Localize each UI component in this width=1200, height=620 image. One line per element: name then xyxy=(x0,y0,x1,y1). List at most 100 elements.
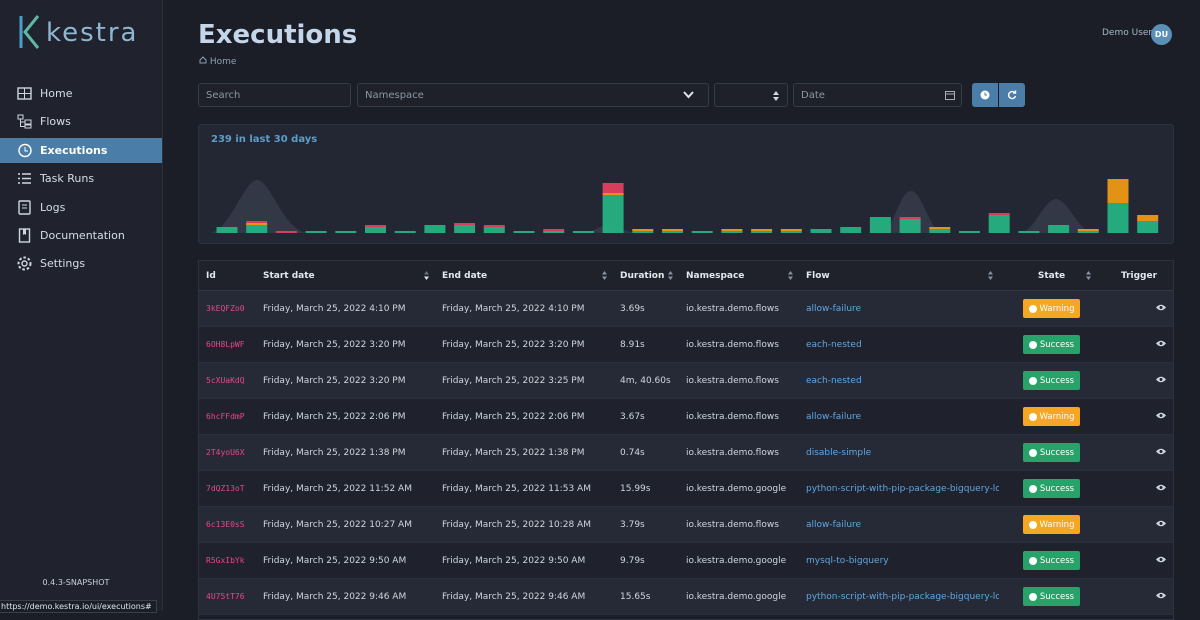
flow-link[interactable]: mysql-to-bigquery xyxy=(799,542,999,579)
sort-down xyxy=(788,276,793,280)
id-cell[interactable]: 6c13E0sS xyxy=(199,506,256,543)
trigger-cell xyxy=(1097,398,1173,435)
flow-link[interactable]: each-nested xyxy=(799,362,999,399)
view-icon[interactable] xyxy=(1156,340,1166,347)
menu-icon xyxy=(18,228,31,243)
refresh-icon xyxy=(1007,90,1017,100)
view-icon[interactable] xyxy=(1156,412,1166,419)
view-icon[interactable] xyxy=(1156,556,1166,563)
bar-segment xyxy=(780,231,802,233)
sort-icon xyxy=(668,271,673,280)
trigger-cell xyxy=(1097,470,1173,507)
column-header[interactable]: End date xyxy=(435,261,613,291)
view-icon[interactable] xyxy=(1156,484,1166,491)
menu-item[interactable]: Task Runs xyxy=(0,166,162,191)
icon-part xyxy=(1028,376,1037,385)
id-cell[interactable]: 2T4yoU6X xyxy=(199,434,256,471)
bar-segment xyxy=(632,231,654,233)
sort-down xyxy=(602,276,607,280)
id-cell[interactable]: 4U75tT76 xyxy=(199,578,256,615)
flow-link[interactable]: allow-failure xyxy=(799,290,999,327)
icon-part xyxy=(1159,521,1163,525)
bar-segment xyxy=(483,227,505,233)
bar-segment xyxy=(929,229,951,233)
bar-segment xyxy=(246,223,268,225)
flow-link[interactable]: python-script-with-pip-package-bigquery-… xyxy=(799,470,999,507)
logo[interactable]: kestra xyxy=(18,14,148,54)
icon-part xyxy=(1028,484,1037,493)
id-cell[interactable]: 5cXUaKdQ xyxy=(199,362,256,399)
trigger-cell xyxy=(1097,506,1173,543)
menu-item[interactable]: Flows xyxy=(0,109,162,134)
menu-item[interactable]: Executions xyxy=(0,137,162,163)
icon-part xyxy=(17,256,32,271)
sort-down xyxy=(424,276,429,280)
id-cell[interactable]: 6OH8LpWF xyxy=(199,326,256,363)
id-cell[interactable]: R5GxIbYk xyxy=(199,542,256,579)
bar-segment xyxy=(483,225,505,227)
column-header[interactable]: Namespace xyxy=(679,261,799,291)
state-badge: Success xyxy=(1022,587,1081,606)
date-input[interactable]: Date xyxy=(793,83,962,107)
duration: 4m, 40.60s xyxy=(613,362,679,399)
state-cell: Success xyxy=(999,542,1097,579)
refresh-button[interactable] xyxy=(999,83,1025,107)
flow-link[interactable]: python-script-with-pip-package-bigquery-… xyxy=(799,578,999,615)
view-icon[interactable] xyxy=(1156,376,1166,383)
home-icon xyxy=(199,56,207,64)
state-icon xyxy=(1028,520,1037,529)
menu-icon xyxy=(17,114,32,129)
duration: 8.91s xyxy=(613,326,679,363)
bar-segment xyxy=(751,229,773,231)
column-header[interactable]: Flow xyxy=(799,261,999,291)
header-row: Id Start date End date Duration Namespace Flo… xyxy=(199,261,1173,291)
column-header[interactable]: Start date xyxy=(256,261,435,291)
bar-segment xyxy=(305,231,327,233)
breadcrumb[interactable]: Home xyxy=(199,56,236,67)
bar-segment xyxy=(751,231,773,233)
view-icon[interactable] xyxy=(1156,592,1166,599)
flow-link[interactable]: allow-failure xyxy=(799,506,999,543)
end-date: Friday, March 25, 2022 3:20 PM xyxy=(435,326,613,363)
state-text: Success xyxy=(1039,483,1075,494)
avatar[interactable]: DU xyxy=(1151,24,1172,45)
icon-part xyxy=(1028,304,1037,313)
menu-item[interactable]: Settings xyxy=(0,251,162,276)
flow-link[interactable]: each-nested xyxy=(799,326,999,363)
state-icon xyxy=(1028,304,1037,313)
id-cell[interactable]: 6hcFFdmP xyxy=(199,398,256,435)
sort-down xyxy=(668,276,673,280)
menu-item[interactable]: Logs xyxy=(0,195,162,220)
state-icon xyxy=(1028,376,1037,385)
user-name[interactable]: Demo User xyxy=(1102,28,1153,38)
id-cell[interactable]: 7dQZ13oT xyxy=(199,470,256,507)
search-input[interactable]: Search xyxy=(198,83,351,107)
flow-link[interactable]: allow-failure xyxy=(799,398,999,435)
id-cell[interactable]: 3kEQFZo0 xyxy=(199,290,256,327)
bar-segment xyxy=(246,225,268,233)
icon-part xyxy=(1159,341,1163,345)
icon-part xyxy=(24,124,32,129)
sort-icon xyxy=(988,271,993,280)
menu-item[interactable]: Documentation xyxy=(0,223,162,248)
flow-link[interactable]: disable-simple xyxy=(799,434,999,471)
column-header[interactable]: Duration xyxy=(613,261,679,291)
icon-part xyxy=(1159,413,1163,417)
auto-refresh-button[interactable] xyxy=(972,83,998,107)
view-icon[interactable] xyxy=(1156,520,1166,527)
icon-part xyxy=(1028,520,1037,529)
chart-title: 239 in last 30 days xyxy=(211,134,318,145)
state-select[interactable] xyxy=(714,83,788,107)
menu-item[interactable]: Home xyxy=(0,81,162,106)
state-cell: Warning xyxy=(999,398,1097,435)
menu-label: Home xyxy=(40,87,73,100)
view-icon[interactable] xyxy=(1156,448,1166,455)
namespace-select[interactable]: Namespace xyxy=(357,83,709,107)
bar-segment xyxy=(275,231,297,233)
column-header[interactable]: State xyxy=(999,261,1097,291)
end-date: Friday, March 25, 2022 10:28 AM xyxy=(435,506,613,543)
view-icon[interactable] xyxy=(1156,304,1166,311)
bar-segment xyxy=(899,217,921,219)
bar-segment xyxy=(454,225,476,233)
